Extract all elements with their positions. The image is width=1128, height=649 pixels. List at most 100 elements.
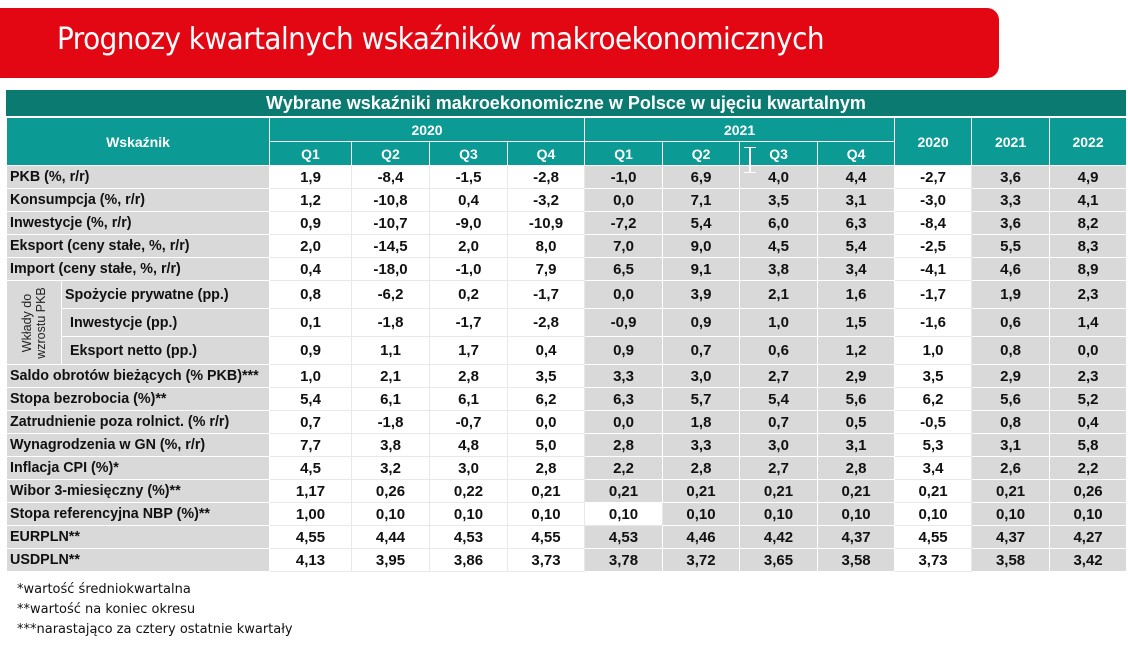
value-cell: 3,73 <box>506 548 586 572</box>
header-quarter: Q3 <box>429 141 508 166</box>
value-cell: 0,0 <box>584 280 664 309</box>
value-cell: 4,5 <box>739 234 819 258</box>
header-quarter: Q1 <box>584 141 664 166</box>
value-cell: 3,72 <box>662 548 741 572</box>
value-cell: 2,9 <box>817 364 896 388</box>
value-cell: 3,1 <box>817 188 896 212</box>
table-row: Inwestycje (pp.) 0,1 -1,8 -1,7 -2,8 -0,9 0,9 1,… <box>7 308 1128 337</box>
header-annual-2020: 2020 <box>894 117 973 166</box>
row-label: Wynagrodzenia w GN (%, r/r) <box>6 433 270 457</box>
value-cell: 0,21 <box>971 479 1051 503</box>
value-cell: -1,8 <box>351 308 430 337</box>
value-cell: 1,9 <box>971 280 1051 309</box>
value-cell: 0,21 <box>584 479 664 503</box>
value-cell: 0,10 <box>584 502 664 526</box>
table-row: Stopa referencyjna NBP (%)** 1,00 0,10 0,10… <box>6 502 1128 526</box>
table-row: PKB (%, r/r) 1,9 -8,4 -1,5 -2,8 -1,0 6,9 4,0 4,4… <box>6 165 1128 189</box>
value-cell: 0,21 <box>894 479 973 503</box>
value-cell: 3,5 <box>739 188 819 212</box>
value-cell: -6,2 <box>351 280 430 309</box>
value-cell: 6,5 <box>584 257 664 281</box>
value-cell: 0,6 <box>739 336 819 365</box>
value-cell: 5,6 <box>971 387 1051 411</box>
value-cell: 0,10 <box>662 502 741 526</box>
value-cell: 0,21 <box>739 479 819 503</box>
value-cell: 1,0 <box>739 308 819 337</box>
value-cell: 0,0 <box>584 188 664 212</box>
header-quarter: Q2 <box>351 141 430 166</box>
group-label: Wkłady do wzrostu PKB <box>20 286 48 359</box>
value-cell: 3,5 <box>506 364 586 388</box>
row-label: Stopa referencyjna NBP (%)** <box>6 502 270 526</box>
value-cell: 3,8 <box>351 433 430 457</box>
value-cell: 0,5 <box>817 410 896 434</box>
row-label: Inwestycje (%, r/r) <box>6 211 270 235</box>
value-cell: 7,9 <box>506 257 586 281</box>
value-cell: 3,4 <box>817 257 896 281</box>
row-label: Inflacja CPI (%)* <box>6 456 270 480</box>
header-indicator: Wskaźnik <box>6 117 270 166</box>
value-cell: 5,0 <box>506 433 586 457</box>
value-cell: 3,1 <box>971 433 1051 457</box>
value-cell: 0,4 <box>269 257 352 281</box>
value-cell: 1,9 <box>269 165 352 189</box>
value-cell: -1,8 <box>351 410 430 434</box>
value-cell: 7,0 <box>584 234 664 258</box>
header-quarter: Q3 <box>739 141 819 166</box>
value-cell: 1,0 <box>894 336 973 365</box>
value-cell: 4,37 <box>971 525 1051 549</box>
value-cell: 5,4 <box>662 211 741 235</box>
value-cell: 1,7 <box>429 336 508 365</box>
value-cell: 2,1 <box>351 364 430 388</box>
value-cell: 3,42 <box>1049 548 1128 572</box>
value-cell: -10,7 <box>351 211 430 235</box>
value-cell: 6,3 <box>817 211 896 235</box>
value-cell: 3,58 <box>971 548 1051 572</box>
value-cell: -2,5 <box>894 234 973 258</box>
value-cell: 8,3 <box>1049 234 1128 258</box>
value-cell: 0,26 <box>351 479 430 503</box>
value-cell: 0,9 <box>662 308 741 337</box>
value-cell: -1,6 <box>894 308 973 337</box>
value-cell: 3,6 <box>971 211 1051 235</box>
table-row: EURPLN** 4,55 4,44 4,53 4,55 4,53 4,46 4,42 4,37… <box>6 525 1128 549</box>
header-year-2021: 2021 <box>584 117 896 142</box>
table-row: Inflacja CPI (%)* 4,5 3,2 3,0 2,8 2,2 2,8 2,7 2,… <box>6 456 1128 480</box>
header-quarter: Q1 <box>269 141 352 166</box>
table-row: Konsumpcja (%, r/r) 1,2 -10,8 0,4 -3,2 0,0 7,1… <box>6 188 1128 212</box>
table-row: USDPLN** 4,13 3,95 3,86 3,73 3,78 3,72 3,65 3,58… <box>6 548 1128 572</box>
table-row: Wynagrodzenia w GN (%, r/r) 7,7 3,8 4,8 5,0 2… <box>6 433 1128 457</box>
value-cell: 1,8 <box>662 410 741 434</box>
row-label: Eksport netto (pp.) <box>61 336 270 365</box>
value-cell: 0,1 <box>269 308 352 337</box>
value-cell: 0,0 <box>1049 336 1128 365</box>
row-label: Inwestycje (pp.) <box>61 308 270 337</box>
value-cell: 5,5 <box>971 234 1051 258</box>
table-row: Eksport netto (pp.) 0,9 1,1 1,7 0,4 0,9 0,7 0,6… <box>7 336 1128 365</box>
table-row: Saldo obrotów bieżących (% PKB)*** 1,0 2,1… <box>6 364 1128 388</box>
row-label: Konsumpcja (%, r/r) <box>6 188 270 212</box>
value-cell: 4,53 <box>584 525 664 549</box>
value-cell: 0,10 <box>351 502 430 526</box>
value-cell: 9,1 <box>662 257 741 281</box>
value-cell: -3,2 <box>506 188 586 212</box>
value-cell: 2,3 <box>1049 364 1128 388</box>
value-cell: 2,8 <box>662 456 741 480</box>
value-cell: -8,4 <box>894 211 973 235</box>
value-cell: 4,9 <box>1049 165 1128 189</box>
value-cell: 0,10 <box>429 502 508 526</box>
value-cell: 3,2 <box>351 456 430 480</box>
value-cell: 9,0 <box>662 234 741 258</box>
table-row: Import (ceny stałe, %, r/r) 0,4 -18,0 -1,0 7… <box>6 257 1128 281</box>
value-cell: -1,7 <box>429 308 508 337</box>
value-cell: 3,3 <box>971 188 1051 212</box>
value-cell: 0,10 <box>506 502 586 526</box>
value-cell: 2,7 <box>739 364 819 388</box>
value-cell: 6,2 <box>506 387 586 411</box>
macro-indicators-table: Wybrane wskaźniki makroekonomiczne w Pol… <box>6 90 1128 572</box>
value-cell: 4,46 <box>662 525 741 549</box>
value-cell: -4,1 <box>894 257 973 281</box>
footnote: **wartość na koniec okresu <box>17 602 196 617</box>
value-cell: 4,37 <box>817 525 896 549</box>
row-label: Zatrudnienie poza rolnict. (% r/r) <box>6 410 270 434</box>
